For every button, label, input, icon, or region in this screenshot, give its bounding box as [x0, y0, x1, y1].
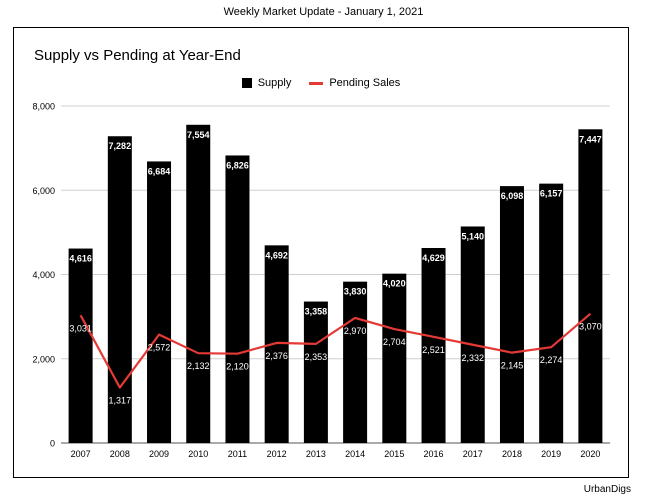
bar-supply — [578, 129, 603, 443]
point-label-pending: 2,120 — [226, 362, 249, 372]
bar-supply — [343, 281, 368, 443]
legend-label-pending: Pending Sales — [329, 77, 401, 89]
x-tick-label: 2011 — [228, 449, 247, 459]
y-tick-label: 6,000 — [32, 186, 55, 196]
bar-label-supply: 6,157 — [540, 189, 563, 199]
point-label-pending: 2,145 — [501, 361, 524, 371]
bar-supply — [539, 183, 564, 444]
bar-label-supply: 4,629 — [422, 253, 445, 263]
bar-supply — [421, 248, 446, 443]
legend-swatch-pending — [309, 81, 324, 85]
bar-supply — [68, 248, 93, 443]
point-label-pending: 2,274 — [540, 355, 563, 365]
point-label-pending: 2,970 — [344, 326, 367, 336]
point-label-pending: 3,031 — [69, 323, 92, 333]
point-label-pending: 1,317 — [109, 396, 132, 406]
point-label-pending: 2,376 — [265, 351, 288, 361]
bar-label-supply: 3,830 — [344, 287, 367, 297]
x-tick-label: 2020 — [580, 449, 600, 459]
bar-supply — [460, 226, 485, 443]
bar-supply — [303, 301, 328, 443]
bar-label-supply: 7,447 — [579, 134, 602, 144]
x-tick-label: 2018 — [502, 449, 522, 459]
bar-label-supply: 7,554 — [187, 130, 210, 140]
legend-item-supply: Supply — [241, 77, 292, 89]
point-label-pending: 3,070 — [579, 322, 602, 332]
bar-supply — [225, 155, 250, 443]
page-header: Weekly Market Update - January 1, 2021 — [223, 6, 424, 18]
chart-title: Supply vs Pending at Year-End — [34, 47, 241, 64]
x-tick-label: 2007 — [71, 449, 91, 459]
y-tick-label: 4,000 — [32, 270, 55, 280]
x-tick-label: 2008 — [110, 449, 130, 459]
bar-label-supply: 4,020 — [383, 279, 406, 289]
point-label-pending: 2,332 — [461, 353, 484, 363]
x-tick-label: 2010 — [188, 449, 208, 459]
point-label-pending: 2,704 — [383, 337, 406, 347]
bar-label-supply: 4,692 — [265, 250, 288, 260]
x-tick-label: 2012 — [267, 449, 287, 459]
point-label-pending: 2,521 — [422, 345, 445, 355]
legend: Supply Pending Sales — [14, 77, 628, 89]
legend-label-supply: Supply — [257, 77, 292, 89]
bar-label-supply: 3,358 — [305, 307, 328, 317]
legend-swatch-supply — [241, 78, 252, 88]
point-label-pending: 2,132 — [187, 361, 210, 371]
chart-frame: Supply vs Pending at Year-End Supply Pen… — [13, 27, 629, 478]
point-label-pending: 2,572 — [148, 343, 171, 353]
bar-label-supply: 5,140 — [461, 231, 484, 241]
bar-label-supply: 4,616 — [69, 254, 92, 264]
y-tick-label: 2,000 — [32, 354, 55, 364]
x-tick-label: 2017 — [463, 449, 483, 459]
x-tick-label: 2015 — [384, 449, 404, 459]
bar-supply — [107, 136, 132, 443]
bar-label-supply: 6,684 — [148, 166, 171, 176]
y-tick-label: 0 — [50, 439, 55, 449]
x-tick-label: 2016 — [424, 449, 444, 459]
bar-supply — [147, 161, 172, 443]
bar-label-supply: 7,282 — [109, 141, 132, 151]
line-pending-sales — [79, 312, 592, 389]
bar-label-supply: 6,098 — [501, 191, 524, 201]
y-tick-label: 8,000 — [32, 102, 55, 112]
x-tick-label: 2013 — [306, 449, 326, 459]
bar-label-supply: 6,826 — [226, 160, 249, 170]
x-tick-label: 2009 — [149, 449, 169, 459]
x-tick-label: 2019 — [541, 449, 561, 459]
point-label-pending: 2,353 — [305, 352, 328, 362]
bar-supply — [499, 186, 524, 443]
x-tick-label: 2014 — [345, 449, 365, 459]
legend-item-pending: Pending Sales — [309, 77, 400, 89]
footer-brand: UrbanDigs — [583, 484, 631, 495]
bar-supply — [186, 124, 211, 443]
bar-supply — [382, 273, 407, 443]
plot-area: 0 2,000 4,000 6,000 8,000 4,616 7,282 6,684 7,55… — [32, 102, 610, 459]
